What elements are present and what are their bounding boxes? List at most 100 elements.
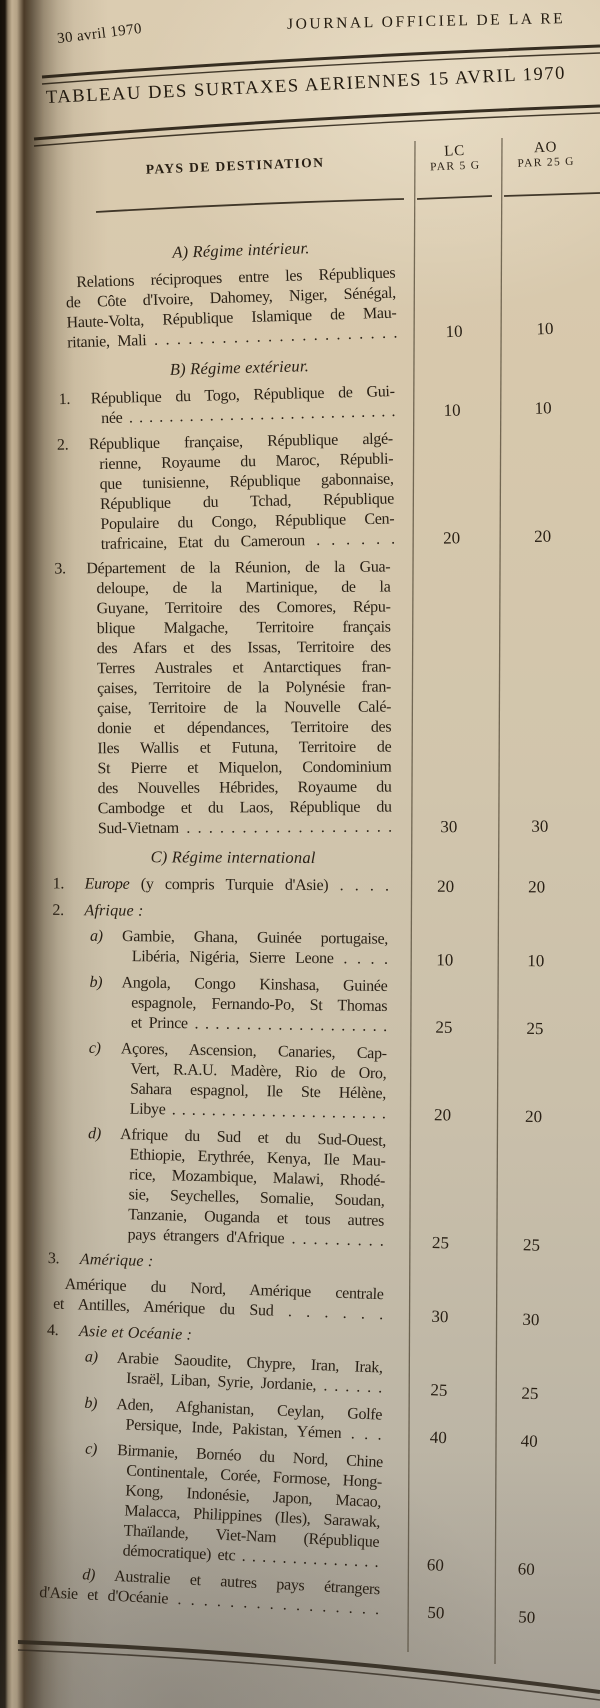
ao-value: 30	[522, 1309, 540, 1330]
lc-value: 30	[431, 1306, 449, 1327]
ao-value: 50	[517, 1607, 536, 1628]
lc-value: 40	[429, 1427, 448, 1448]
lc-value: 25	[435, 1017, 453, 1037]
lc-value: 30	[440, 817, 458, 837]
ao-value	[482, 1336, 579, 1359]
entry-text: 1. République du Togo, République de Gui-…	[48, 382, 409, 431]
entry-number: 1.	[58, 390, 71, 409]
entry-lines: République du Togo, République de Gui-né…	[48, 382, 396, 430]
entry-text: d) Afrique du Sud et du Sud-Ouest, Ethiopi…	[37, 1123, 400, 1252]
entry-number: 3.	[47, 1249, 60, 1268]
entry-text: d) Australie et autres pays étrangers d'As…	[33, 1563, 395, 1621]
entry-line: St Pierre et Miquelon, Condominium	[97, 758, 392, 778]
entry-line: Sud-Vietnam . . . . . . . . . . . . . . …	[97, 818, 392, 838]
table-row: b) Angola, Congo Kinshasa, Guinée espagnol…	[41, 972, 584, 1039]
entry-number: 3.	[54, 560, 66, 578]
table-row: 3. Département de la Réunion, de la Gua-d…	[44, 556, 588, 839]
column-header-destination: PAYS DE DESTINATION	[145, 154, 325, 178]
ao-value: 25	[526, 1018, 544, 1039]
lc-value: 20	[443, 528, 461, 548]
entry-text: b) Aden, Afghanistan, Ceylan, Golfe Persiq…	[35, 1392, 396, 1446]
entry-number: 1.	[52, 875, 65, 893]
lc-value: 10	[445, 321, 463, 342]
table-row: 1. République du Togo, République de Gui-…	[48, 377, 591, 430]
lc-value: 20	[433, 1105, 452, 1125]
entry-number: 2.	[52, 901, 64, 920]
lc-value	[403, 848, 489, 868]
table-row: c) Birmanie, Bornéo du Nord, Chine Contine…	[32, 1437, 579, 1581]
entry-number: a)	[89, 927, 103, 945]
entry-lines: Relations réciproques entre les Républiq…	[49, 264, 398, 354]
ao-value: 20	[528, 877, 546, 897]
entry-text: b) Angola, Congo Kinshasa, Guinée espagnol…	[41, 972, 402, 1037]
lc-value	[409, 351, 495, 373]
table-row: c) Açores, Ascension, Canaries, Cap- Vert,…	[40, 1038, 583, 1128]
entry-text: c) Birmanie, Bornéo du Nord, Chine Contine…	[32, 1437, 397, 1573]
entry-number: a)	[84, 1348, 98, 1366]
table-row: C) Régime international	[43, 847, 585, 869]
ao-value: 10	[534, 398, 552, 418]
entry-number: 2.	[56, 436, 69, 454]
ao-value: 40	[520, 1431, 539, 1451]
entry-line: Gambie, Ghana, Guinée portugaise,	[121, 928, 389, 948]
lc-value	[402, 904, 488, 925]
subheading-text: Afrique :	[84, 902, 144, 920]
ao-value	[495, 349, 591, 372]
entry-line: donie et dépendances, Territoire des	[97, 718, 392, 738]
ao-value: 25	[522, 1235, 541, 1255]
entry-lines: Europe (y compris Turquie d'Asie) . . . …	[43, 874, 389, 896]
ao-value: 30	[531, 816, 549, 836]
entry-text: 2. République française, République algé-…	[47, 429, 409, 556]
entry-text: a) Gambie, Ghana, Guinée portugaise, Libér…	[42, 926, 402, 970]
lc-value: 25	[431, 1232, 450, 1253]
ao-value	[483, 1262, 580, 1285]
table-body: A) Régime intérieur. Relations réciproque…	[39, 228, 588, 1627]
column-header-ao: AO PAR 25 G	[497, 136, 594, 172]
entry-text: 3. Département de la Réunion, de la Gua-d…	[44, 557, 406, 839]
entry-text: c) Açores, Ascension, Canaries, Cap- Vert,…	[40, 1038, 401, 1125]
entry-line: deloupe, de la Martinique, de la	[96, 578, 391, 598]
entry-line: Terres Australes et Antarctiques fran-	[96, 658, 391, 678]
ao-value	[489, 849, 585, 869]
ao-value: 25	[521, 1383, 539, 1404]
ao-value: 10	[536, 318, 554, 339]
ao-value	[496, 229, 593, 252]
table-row: 1. Europe (y compris Turquie d'Asie) . . …	[43, 874, 585, 897]
column-header-lc: LC PAR 5 G	[411, 140, 498, 176]
entry-line: Europe (y compris Turquie d'Asie) . . . …	[84, 875, 389, 895]
lc-value: 25	[430, 1380, 448, 1400]
lc-value: 10	[436, 950, 454, 970]
entry-line: Libye . . . . . . . . . . . . . . . . . …	[129, 1100, 386, 1123]
entry-number: d)	[81, 1566, 96, 1584]
section-heading: B) Régime extérieur.	[169, 356, 310, 379]
entry-line: Cambodge et du Laos, République du	[97, 798, 392, 818]
entry-text: 2. Afrique :	[42, 901, 402, 924]
section-heading: C) Régime international	[150, 847, 316, 868]
lc-value: 60	[426, 1555, 445, 1575]
table-row: 2. Afrique :	[42, 901, 584, 925]
entry-number: c)	[84, 1440, 98, 1459]
lc-value	[397, 1333, 484, 1356]
entry-lines: Amérique du Nord, Amérique centrale et An…	[37, 1274, 384, 1325]
ao-value: 20	[534, 526, 552, 546]
entry-number: d)	[87, 1125, 102, 1143]
lc-value	[411, 232, 498, 255]
ao-value: 60	[517, 1559, 536, 1579]
table-row: B) Régime extérieur.	[49, 349, 591, 383]
lc-value	[397, 1259, 484, 1282]
entry-number: c)	[88, 1039, 101, 1058]
lc-value: 20	[437, 876, 455, 896]
entry-line: Libéria, Nigéria, Sierre Leone . . . .	[131, 948, 388, 968]
entry-line: des Afars et des Issas, Territoire des	[96, 638, 391, 658]
entry-line: des Nouvelles Hébrides, Royaume du	[97, 778, 392, 798]
table-row: d) Afrique du Sud et du Sud-Ouest, Ethiopi…	[37, 1123, 582, 1257]
ao-value: 10	[527, 951, 545, 971]
lc-value: 10	[443, 400, 461, 420]
entry-line: Guyane, Territoire des Comores, Répu-	[96, 598, 391, 618]
entry-lines: République française, République algé-ri…	[47, 430, 395, 556]
entry-number: 4.	[46, 1321, 59, 1340]
entry-text: 1. Europe (y compris Turquie d'Asie) . . …	[43, 874, 403, 896]
entry-line: blique Malgache, Territoire français	[96, 618, 391, 638]
